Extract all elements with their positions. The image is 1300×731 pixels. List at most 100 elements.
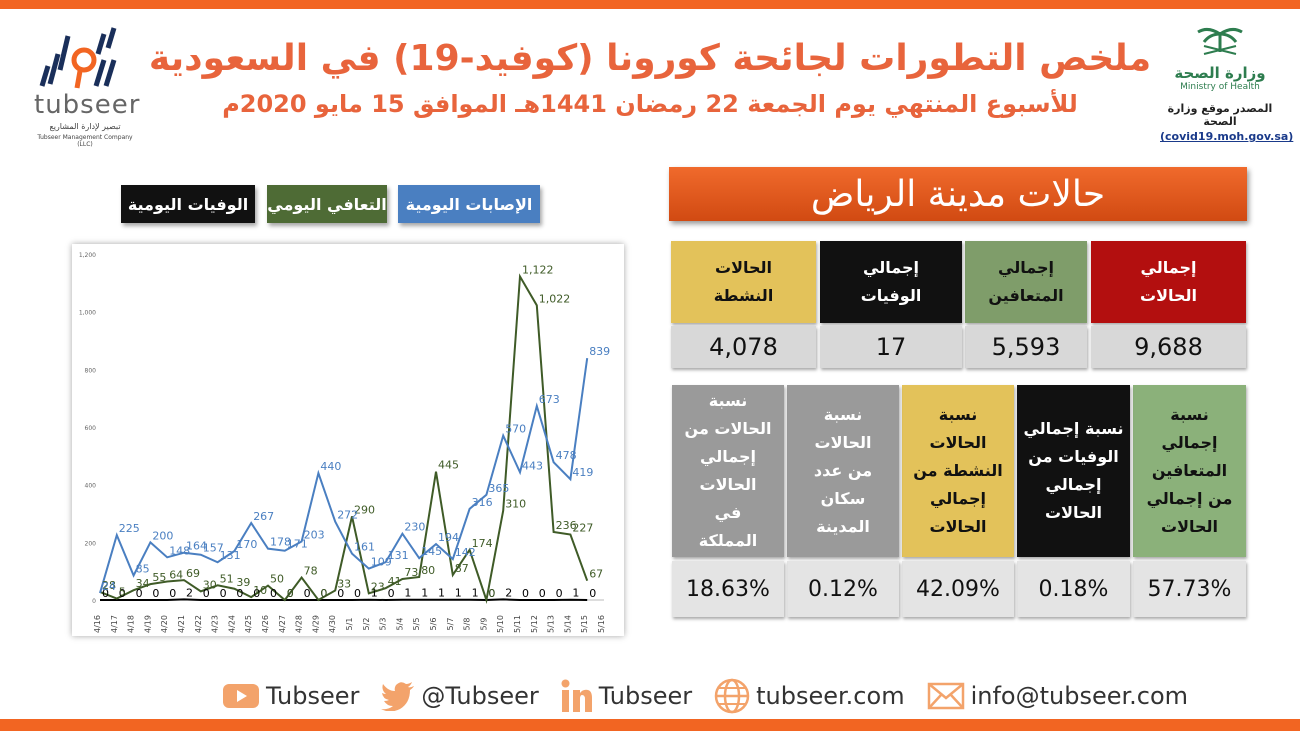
data-label-deaths: 0	[354, 587, 361, 600]
data-label-recoveries: 310	[505, 498, 526, 511]
x-tick-label: 4/21	[177, 615, 186, 633]
data-label-recoveries: 23	[371, 580, 385, 593]
x-tick-label: 5/2	[362, 618, 371, 631]
data-label-infections: 440	[320, 460, 341, 473]
data-label-infections: 164	[186, 540, 207, 553]
value-deaths: 17	[820, 326, 962, 368]
data-label-infections: 673	[539, 393, 560, 406]
linkedin-handle: Tubseer	[598, 682, 693, 710]
footer-linkedin[interactable]: Tubseer	[561, 679, 692, 713]
data-label-infections: 170	[236, 538, 257, 551]
ratio-value-deaths: 0.18%	[1017, 561, 1130, 617]
linkedin-icon	[561, 679, 592, 712]
footer-twitter[interactable]: @Tubseer	[381, 681, 539, 711]
ratio-header-recovered: نسبة إجمالي المتعافين من إجمالي الحالات	[1133, 385, 1246, 557]
globe-icon	[714, 678, 750, 714]
data-label-deaths: 0	[270, 587, 277, 600]
ratio-header-kingdom: نسبة الحالات من إجمالي الحالات في المملك…	[672, 385, 784, 557]
data-label-deaths: 2	[186, 586, 193, 599]
x-tick-label: 5/3	[379, 618, 388, 631]
x-tick-label: 5/7	[446, 618, 455, 631]
data-label-deaths: 0	[102, 587, 109, 600]
moh-logo-block: وزارة الصحة Ministry of Health المصدر مو…	[1160, 24, 1294, 143]
data-label-deaths: 0	[304, 587, 311, 600]
page-subtitle: للأسبوع المنتهي يوم الجمعة 22 رمضان 1441…	[222, 90, 1078, 118]
y-tick-label: 200	[85, 540, 97, 547]
x-tick-label: 4/17	[110, 615, 119, 633]
data-label-deaths: 0	[152, 587, 159, 600]
data-label-deaths: 1	[472, 587, 479, 600]
tubseer-logo: tubseer تبصير لإدارة المشاريع Tubseer Ma…	[20, 14, 141, 148]
data-label-deaths: 0	[236, 587, 243, 600]
data-label-deaths: 1	[421, 587, 428, 600]
data-label-deaths: 2	[505, 586, 512, 599]
moh-name-ar: وزارة الصحة	[1174, 64, 1266, 82]
series-line-deaths	[100, 598, 588, 602]
daily-cases-chart: 0 200 400 600 800 1,000 1,200 4/16 4/17 4/18 4/19 4…	[72, 244, 624, 636]
data-label-recoveries: 78	[304, 565, 318, 578]
data-label-recoveries: 1,022	[539, 292, 571, 305]
data-label-recoveries: 80	[421, 564, 435, 577]
legend-deaths: الوفيات اليومية	[121, 185, 255, 223]
y-tick-label: 800	[85, 367, 97, 374]
data-label-recoveries: 227	[572, 522, 593, 535]
bottom-accent-bar	[0, 719, 1300, 731]
data-label-recoveries: 174	[472, 537, 493, 550]
data-label-deaths: 0	[539, 587, 546, 600]
data-label-infections: 142	[455, 546, 476, 559]
data-label-deaths: 0	[522, 587, 529, 600]
riyadh-banner: حالات مدينة الرياض	[669, 167, 1247, 221]
data-label-recoveries: 67	[589, 568, 603, 581]
data-label-deaths: 0	[287, 587, 294, 600]
x-tick-label: 4/26	[261, 615, 270, 633]
x-tick-label: 5/8	[463, 618, 472, 631]
series-line-infections	[99, 357, 589, 594]
ratio-value-population: 0.12%	[787, 561, 899, 617]
data-label-recoveries: 69	[186, 567, 200, 580]
x-tick-label: 4/20	[160, 615, 169, 633]
legend-recoveries: التعافي اليومي	[267, 185, 387, 223]
brand-name: tubseer	[34, 90, 141, 120]
ratio-value-recovered: 57.73%	[1133, 561, 1246, 617]
data-label-recoveries: 41	[388, 575, 402, 588]
footer-email[interactable]: info@tubseer.com	[927, 682, 1188, 710]
data-label-recoveries: 290	[354, 503, 375, 516]
data-label-deaths: 0	[253, 587, 260, 600]
ratio-header-population: نسبة الحالات من عدد سكان المدينة	[787, 385, 899, 557]
moh-source-label: المصدر موقع وزارة الصحة	[1167, 102, 1273, 128]
data-label-deaths: 0	[556, 587, 563, 600]
data-label-deaths: 0	[136, 587, 143, 600]
x-tick-label: 4/27	[278, 615, 287, 633]
x-tick-label: 5/1	[345, 618, 354, 631]
x-tick-label: 4/16	[93, 615, 102, 633]
data-label-recoveries: 87	[455, 562, 469, 575]
data-label-infections: 148	[169, 544, 190, 557]
moh-source-url[interactable]: (covid19.moh.gov.sa)	[1160, 130, 1294, 143]
y-tick-label: 0	[92, 598, 96, 605]
data-label-infections: 203	[304, 528, 325, 541]
header-total-cases: إجمالي الحالات	[1091, 241, 1246, 323]
data-label-infections: 194	[438, 531, 459, 544]
data-label-infections: 570	[505, 423, 526, 436]
footer-website[interactable]: tubseer.com	[714, 678, 905, 714]
data-label-recoveries: 55	[152, 571, 166, 584]
data-label-infections: 443	[522, 459, 543, 472]
ratio-value-active: 42.09%	[902, 561, 1014, 617]
data-label-recoveries: 5	[119, 586, 126, 599]
data-label-deaths: 0	[337, 587, 344, 600]
data-label-recoveries: 33	[337, 577, 351, 590]
data-label-infections: 157	[203, 542, 224, 555]
data-label-infections: 839	[589, 345, 610, 358]
footer-youtube[interactable]: Tubseer	[222, 682, 359, 710]
data-label-deaths: 0	[119, 587, 126, 600]
moh-name-en: Ministry of Health	[1180, 82, 1260, 92]
ratio-header-deaths: نسبة إجمالي الوفيات من إجمالي الحالات	[1017, 385, 1130, 557]
header-deaths: إجمالي الوفيات	[820, 241, 962, 323]
x-tick-label: 4/30	[328, 615, 337, 633]
x-tick-label: 5/12	[530, 615, 539, 633]
data-label-deaths: 0	[320, 587, 327, 600]
data-label-recoveries: 64	[169, 569, 183, 582]
twitter-icon	[381, 682, 415, 711]
y-tick-label: 1,200	[79, 252, 96, 259]
mail-icon	[927, 682, 964, 710]
